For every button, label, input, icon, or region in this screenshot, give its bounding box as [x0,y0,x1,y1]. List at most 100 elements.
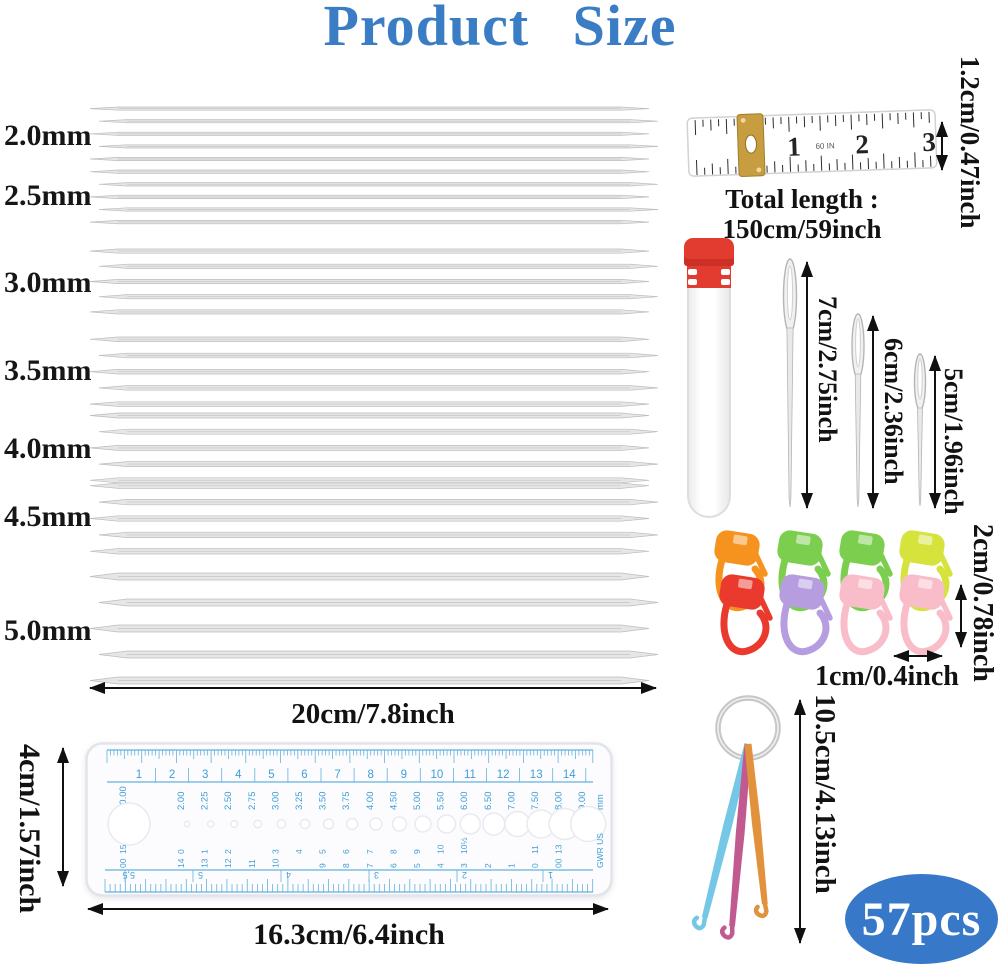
svg-text:mm: mm [595,794,606,810]
svg-text:2: 2 [855,129,870,159]
needle-size-label-2-5mm: 2.5mm [4,179,92,212]
tape-total-length: Total length : 150cm/59inch [688,184,916,244]
svg-text:11: 11 [464,769,476,781]
needle-6cm-arrow [867,315,879,509]
yarn-needle-6cm [851,313,865,508]
svg-text:5: 5 [412,863,422,868]
svg-text:3.25: 3.25 [294,792,305,811]
page-title: Product Size [323,0,677,58]
svg-text:4.50: 4.50 [388,792,399,811]
gauge-height-arrow [57,747,69,887]
svg-text:1: 1 [787,131,802,161]
gauge-width-label: 16.3cm/6.4inch [253,918,445,951]
svg-text:00: 00 [554,858,564,868]
measuring-tape-image: 1 2 3 60 IN [685,96,940,193]
svg-text:0: 0 [530,863,540,868]
svg-text:12: 12 [223,858,233,868]
svg-text:2.50: 2.50 [223,792,234,811]
svg-text:00: 00 [118,858,128,868]
svg-text:0: 0 [176,849,186,854]
needle-length-arrow [89,682,657,694]
svg-text:5: 5 [198,870,203,880]
svg-text:13: 13 [554,844,564,854]
svg-text:5: 5 [268,769,274,781]
svg-text:6: 6 [301,769,307,781]
svg-text:4: 4 [436,863,446,868]
svg-text:8: 8 [341,863,351,868]
svg-text:11: 11 [247,859,257,868]
svg-text:10.00: 10.00 [118,786,129,810]
svg-text:1: 1 [136,769,142,781]
svg-text:5: 5 [318,849,328,854]
svg-text:3: 3 [374,870,379,880]
svg-text:9: 9 [318,863,328,868]
svg-text:GWR US: GWR US [595,833,605,868]
needle-6cm-label: 6cm/2.36inch [879,338,908,485]
svg-text:60 IN: 60 IN [815,141,835,151]
needle-7cm-arrow [801,261,813,509]
svg-text:8: 8 [367,769,373,781]
svg-text:4: 4 [235,769,242,781]
svg-text:1: 1 [200,849,210,854]
svg-text:4.00: 4.00 [365,792,376,811]
svg-text:9: 9 [412,849,422,854]
svg-text:11: 11 [530,845,540,854]
svg-text:7: 7 [365,863,375,868]
needle-size-label-3-0mm: 3.0mm [4,266,92,299]
svg-text:8: 8 [388,849,398,854]
svg-text:9.00: 9.00 [577,792,588,811]
svg-text:2: 2 [223,849,233,854]
svg-text:7: 7 [365,849,375,854]
svg-text:5.50: 5.50 [436,792,447,811]
svg-text:4: 4 [286,870,291,880]
svg-text:10: 10 [436,844,446,854]
marker-width-arrow [893,650,943,662]
svg-text:2.75: 2.75 [247,792,258,811]
svg-text:6: 6 [341,849,351,854]
piece-count-text: 57pcs [861,892,982,946]
total-length-line1: Total length : [725,184,879,214]
marker-height-arrow [955,584,967,648]
svg-text:13: 13 [530,769,543,781]
svg-text:6.00: 6.00 [459,792,470,811]
needle-7cm-label: 7cm/2.75inch [813,296,842,443]
needle-size-label-4-0mm: 4.0mm [4,432,92,465]
needle-size-label-4-5mm: 4.5mm [4,500,92,533]
svg-text:2.00: 2.00 [176,792,187,811]
svg-text:1: 1 [548,870,553,880]
gauge-height-label: 4cm/1.57inch [13,744,46,914]
needle-size-label-3-5mm: 3.5mm [4,354,92,387]
svg-text:7.50: 7.50 [530,792,541,811]
yarn-needle-5cm [913,353,927,507]
svg-text:2: 2 [483,863,493,868]
total-length-line2: 150cm/59inch [722,214,882,244]
yarn-needle-7cm [782,258,798,508]
gauge-width-arrow [87,903,609,915]
svg-text:13: 13 [200,858,210,868]
yarn-needles-image [782,258,927,508]
hook-length-label: 10.5cm/4.13inch [809,694,841,894]
marker-height-label: 2cm/0.78inch [967,524,998,682]
svg-text:4: 4 [294,849,304,854]
svg-text:6.50: 6.50 [483,792,494,811]
needle-5cm-arrow [929,355,941,509]
svg-text:9: 9 [401,769,407,781]
storage-tube-image [687,288,731,518]
svg-text:12: 12 [497,769,510,781]
marker-width-label: 1cm/0.4inch [815,661,959,692]
svg-text:8.00: 8.00 [554,792,565,811]
svg-text:5,5: 5,5 [122,870,135,880]
needle-size-label-2-0mm: 2.0mm [4,119,92,152]
svg-text:3: 3 [202,769,208,781]
hook-length-arrow [794,699,806,944]
svg-text:3.00: 3.00 [270,792,281,811]
knitting-needles-image [89,106,659,685]
tube-cap-skirt [687,266,731,288]
needle-size-label-5-0mm: 5.0mm [4,614,92,647]
tape-width-arrow [936,121,948,171]
svg-text:10: 10 [431,769,444,781]
svg-text:3: 3 [270,849,280,854]
svg-text:7: 7 [334,769,340,781]
svg-text:2: 2 [169,769,175,781]
crochet-hooks-keyring-image [691,695,781,940]
